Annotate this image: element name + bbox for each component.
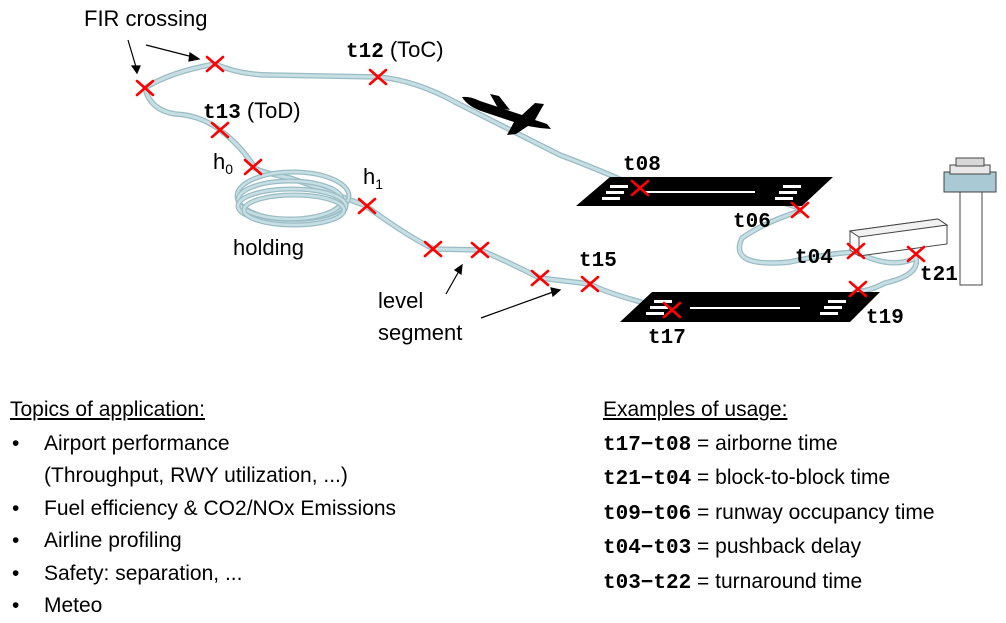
marker-level-end: [470, 241, 490, 259]
example-expression: t03−t22: [603, 571, 692, 595]
bullet: •: [12, 529, 20, 552]
level-segment-label-line1: level: [378, 288, 423, 313]
bullet: •: [12, 561, 20, 585]
arrival-runway: [620, 292, 880, 322]
examples-heading: Examples of usage:: [603, 398, 788, 421]
h1-subscript: 1: [375, 176, 383, 192]
bullet: [10, 460, 44, 493]
marker-t04: [846, 242, 866, 260]
holding-label: holding: [233, 235, 304, 260]
departure-runway: [576, 177, 833, 206]
t06-label: t06: [733, 211, 771, 234]
example-row: t04−t03 = pushback delay: [603, 531, 1003, 566]
tod-label: t13 (ToD): [203, 98, 301, 125]
toc-code: t12: [346, 41, 384, 64]
t17-label: t17: [648, 327, 686, 350]
control-tower: [943, 157, 997, 286]
list-item: • Meteo: [10, 590, 570, 623]
list-item-text: Fuel efficiency & CO2/NOx Emissions: [44, 496, 397, 520]
h0-subscript: 0: [225, 161, 233, 177]
h0-base: h: [213, 149, 225, 174]
event-markers: [135, 55, 926, 319]
marker-t21: [906, 245, 926, 263]
trajectory-diagram: FIR crossing t12 (ToC) t13 (ToD) h0 h1 hol…: [84, 6, 997, 350]
example-expression: t04−t03: [603, 537, 692, 560]
list-item: • Safety: separation, ...: [10, 558, 570, 591]
example-description: = block-to-block time: [691, 466, 891, 489]
examples-list: Examples of usage: t17−t08 = airborne ti…: [603, 394, 1003, 600]
list-item-text: Meteo: [44, 594, 103, 617]
tod-paren: (ToD): [247, 98, 301, 123]
example-description: = pushback delay: [691, 535, 862, 558]
marker-t19: [848, 280, 868, 298]
example-row: t03−t22 = turnaround time: [603, 566, 1003, 601]
list-item: • Fuel efficiency & CO2/NOx Emissions: [10, 493, 570, 526]
marker-t15: [580, 275, 600, 293]
example-expression: t09−t06: [603, 502, 692, 526]
example-description: = airborne time: [691, 431, 838, 455]
level-segment-label-line2: segment: [378, 320, 462, 345]
t04-label: t04: [795, 247, 833, 270]
h1-base: h: [363, 164, 375, 189]
list-item-text: Airline profiling: [44, 529, 182, 552]
list-item-text: Airport performance: [44, 431, 230, 455]
t19-label: t19: [866, 307, 904, 330]
t21-label: t21: [920, 264, 958, 287]
example-expression: t17−t08: [603, 433, 692, 457]
topics-list: Topics of application: • Airport performa…: [10, 394, 570, 623]
airplane-icon: [462, 94, 551, 135]
marker-level-start: [423, 240, 443, 258]
holding-pattern: [234, 169, 352, 228]
topics-heading: Topics of application:: [10, 398, 205, 421]
marker-fir-2: [205, 55, 225, 73]
list-item-text: Safety: separation, ...: [44, 561, 243, 585]
marker-t06: [790, 201, 810, 219]
marker-h0: [243, 158, 263, 176]
example-row: t17−t08 = airborne time: [603, 428, 1003, 463]
t08-label: t08: [623, 154, 661, 177]
marker-descent: [530, 269, 550, 287]
toc-label: t12 (ToC): [346, 37, 444, 64]
marker-t08: [630, 179, 650, 197]
bullet: •: [12, 496, 20, 520]
bullet: •: [12, 431, 20, 455]
list-item-text: (Throughput, RWY utilization, ...): [44, 464, 348, 487]
marker-t13: [210, 121, 230, 139]
example-expression: t21−t04: [603, 468, 692, 491]
tod-code: t13: [203, 102, 241, 125]
marker-h1: [357, 197, 377, 215]
list-item: (Throughput, RWY utilization, ...): [10, 460, 570, 493]
example-row: t21−t04 = block-to-block time: [603, 462, 1003, 497]
t15-label: t15: [579, 250, 617, 273]
annotation-arrows: [127, 39, 562, 319]
list-item: • Airline profiling: [10, 525, 570, 558]
toc-paren: (ToC): [390, 37, 444, 62]
fir-crossing-label: FIR crossing: [84, 6, 207, 31]
example-row: t09−t06 = runway occupancy time: [603, 497, 1003, 532]
terminal-building: [848, 218, 949, 257]
marker-t12: [368, 68, 388, 86]
marker-fir-1: [135, 79, 155, 97]
marker-t17: [662, 301, 682, 319]
example-description: = runway occupancy time: [691, 500, 935, 524]
bullet: •: [12, 594, 20, 617]
h0-label: h0: [213, 149, 233, 177]
h1-label: h1: [363, 164, 383, 192]
list-item: • Airport performance: [10, 428, 570, 461]
example-description: = turnaround time: [691, 569, 863, 593]
